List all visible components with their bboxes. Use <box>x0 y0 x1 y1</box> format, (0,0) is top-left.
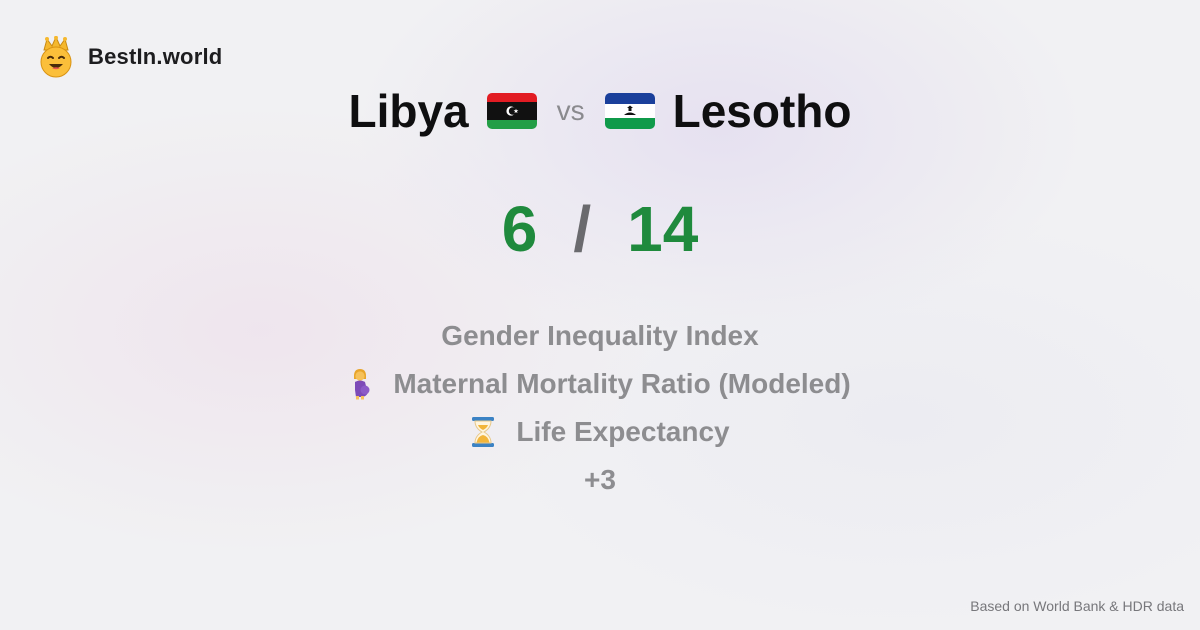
metric-gender-inequality[interactable]: Gender Inequality Index <box>0 312 1200 360</box>
metric-life-expectancy[interactable]: Life Expectancy <box>0 408 1200 456</box>
vs-label: vs <box>556 95 585 126</box>
lesotho-flag-icon <box>604 93 655 129</box>
hourglass-icon <box>472 417 495 447</box>
metric-label: Life Expectancy <box>516 416 730 447</box>
comparison-title: Libya vs Lesotho <box>0 84 1200 138</box>
data-source-note: Based on World Bank & HDR data <box>970 598 1184 614</box>
left-country-name[interactable]: Libya <box>348 85 469 137</box>
score: 6 / 14 <box>0 192 1200 266</box>
metrics-list: Gender Inequality Index Maternal Mortali… <box>0 312 1200 504</box>
left-score: 6 <box>501 193 538 265</box>
metric-label: Gender Inequality Index <box>441 320 759 351</box>
pregnant-woman-icon <box>354 369 370 400</box>
brand[interactable]: BestIn.world <box>38 36 222 78</box>
more-metrics-count: +3 <box>584 464 616 495</box>
metric-label: Maternal Mortality Ratio (Modeled) <box>393 368 851 399</box>
right-country-name[interactable]: Lesotho <box>672 85 852 137</box>
brand-name: BestIn.world <box>88 44 223 69</box>
more-metrics[interactable]: +3 <box>0 456 1200 504</box>
libya-flag-icon <box>486 93 537 129</box>
crown-smiley-icon <box>40 36 72 78</box>
right-score: 14 <box>627 193 699 265</box>
score-separator: / <box>573 193 592 265</box>
metric-maternal-mortality[interactable]: Maternal Mortality Ratio (Modeled) <box>0 360 1200 408</box>
